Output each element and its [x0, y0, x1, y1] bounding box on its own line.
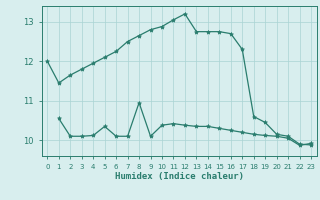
- X-axis label: Humidex (Indice chaleur): Humidex (Indice chaleur): [115, 172, 244, 181]
